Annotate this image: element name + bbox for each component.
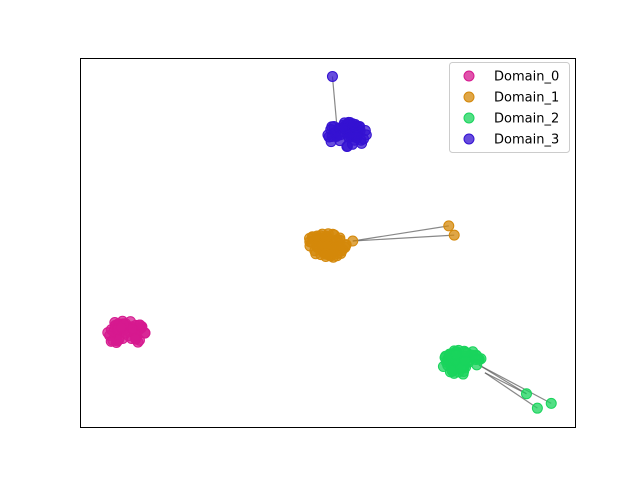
series-1-outlier-point-0	[347, 235, 359, 247]
plot-frame	[80, 58, 576, 428]
points-layer	[102, 70, 557, 414]
edge-line-0	[352, 225, 449, 242]
series-1-cluster-point	[312, 240, 324, 252]
legend: Domain_0 Domain_1 Domain_2 Domain_3	[449, 62, 570, 153]
series-1-cluster-point	[324, 249, 336, 261]
series-1-outlier-point-2	[448, 229, 460, 241]
edge-line-3	[478, 364, 552, 404]
edge-line-1	[352, 234, 455, 242]
series-3-cluster-point	[347, 118, 359, 130]
legend-marker-3	[463, 133, 475, 145]
legend-label-1: Domain_1	[494, 91, 559, 106]
legend-label-2: Domain_2	[494, 112, 559, 127]
legend-marker-0	[463, 70, 475, 82]
series-3-cluster-point	[341, 141, 353, 153]
series-1-cluster-point	[311, 230, 323, 242]
series-3-cluster-point	[360, 129, 372, 141]
edge-line-4	[484, 372, 538, 409]
legend-label-3: Domain_3	[494, 133, 559, 148]
series-2-cluster-point	[450, 349, 462, 361]
edge-line-5	[484, 372, 527, 395]
series-3-cluster-point	[328, 120, 340, 132]
legend-label-0: Domain_0	[494, 70, 559, 85]
series-0-cluster-point	[139, 327, 151, 339]
series-2-outlier-point-2	[545, 397, 557, 409]
series-1-cluster-point	[327, 228, 339, 240]
series-2-outlier-point-1	[531, 402, 543, 414]
series-0-cluster-point	[105, 335, 117, 347]
series-0-cluster-point	[130, 333, 142, 345]
series-0-cluster-point	[115, 321, 127, 333]
series-2-outlier-point-0	[520, 388, 532, 400]
series-0-cluster-point	[126, 323, 138, 335]
legend-marker-2	[463, 112, 475, 124]
series-3-cluster-point	[342, 131, 354, 143]
series-3-outlier-point-0	[326, 70, 338, 82]
series-1-outlier-point-1	[443, 220, 455, 232]
legend-marker-1	[463, 91, 475, 103]
series-2-cluster-point	[460, 346, 472, 358]
legend-box	[449, 62, 570, 153]
edges-layer	[331, 76, 552, 409]
series-2-cluster-point	[471, 359, 483, 371]
